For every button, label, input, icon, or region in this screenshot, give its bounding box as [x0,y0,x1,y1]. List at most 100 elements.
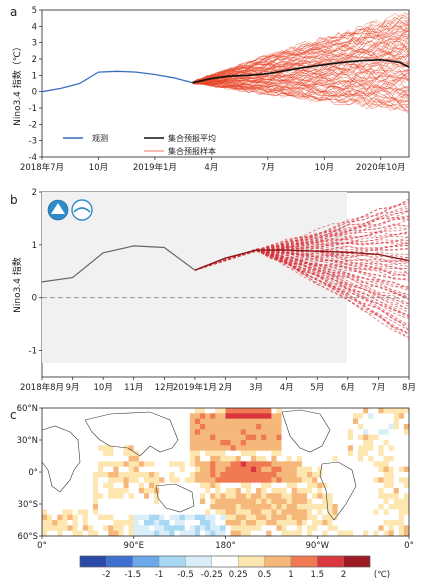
map-cell [133,488,140,494]
map-cell [281,525,287,531]
map-cell [276,530,282,537]
map-cell [388,445,395,451]
map-cell [266,418,272,425]
map-cell [108,482,114,489]
map-cell [57,514,63,521]
map-cell [62,472,68,478]
map-cell [271,530,277,537]
map-cell [47,482,53,489]
map-cell [159,450,165,457]
map-cell [98,504,104,510]
map-cell [271,509,277,515]
map-cell [138,424,145,430]
map-cell [368,418,374,425]
map-cell [205,520,211,526]
map-cell [261,429,267,435]
b-xtick-label: 11月 [124,383,143,393]
map-cell [358,413,364,419]
map-cell [159,520,165,526]
map-cell [398,525,405,531]
map-cell [332,493,338,499]
map-cell [67,418,73,425]
map-cell [113,456,119,462]
map-cell [322,413,328,419]
map-cell [108,461,114,467]
map-cell [52,461,58,467]
map-cell [271,504,277,510]
map-cell [240,520,247,526]
colorbar-label: (℃) [374,570,390,580]
map-cell [240,434,247,441]
map-cell [281,530,287,537]
map-cell [154,472,160,478]
map-cell [210,477,216,483]
map-cell [332,418,338,425]
map-cell [42,408,48,414]
colorbar-label: 2 [341,570,346,580]
map-cell [123,445,129,451]
map-cell [225,461,231,467]
map-cell [57,440,63,446]
map-cell [200,498,206,505]
map-cell [266,520,272,526]
map-cell [184,509,191,515]
map-cell [352,461,359,467]
map-cell [347,450,354,457]
map-cell [143,504,150,510]
map-cell [245,413,252,419]
map-cell [143,424,150,430]
map-cell [230,408,236,414]
map-cell [388,520,395,526]
map-cell [271,429,277,435]
map-cell [230,450,236,457]
map-cell [118,418,124,425]
map-cell [123,456,129,462]
map-cell [230,472,236,478]
legend-member-label: 集合预报样本 [168,146,216,156]
map-cell [235,520,242,526]
map-cell [332,477,338,483]
map-cell [235,493,242,499]
map-cell [403,429,410,435]
map-cell [352,530,359,537]
map-cell [92,525,99,531]
map-cell [317,440,323,446]
map-cell [205,434,211,441]
map-cell [174,456,180,462]
map-cell [225,445,231,451]
map-cell [42,514,48,521]
map-cell [154,456,160,462]
map-cell [240,413,247,419]
map-cell [296,493,303,499]
map-cell [133,498,140,505]
map-cell [256,418,262,425]
c-lat-tick-label: 0° [28,468,38,478]
map-cell [82,429,89,435]
map-cell [296,520,303,526]
map-cell [230,413,236,419]
map-cell [67,424,73,430]
map-cell [388,493,395,499]
map-cell [210,466,216,473]
map-cell [307,424,313,430]
map-cell [281,413,287,419]
map-cell [77,418,84,425]
map-cell [77,504,84,510]
map-cell [184,488,191,494]
coastline [281,409,331,453]
map-cell [169,525,175,531]
map-cell [103,466,109,473]
map-cell [388,514,395,521]
map-cell [250,482,257,489]
map-cell [301,429,308,435]
map-cell [358,493,364,499]
map-cell [138,461,145,467]
map-cell [62,418,68,425]
map-cell [62,525,68,531]
map-cell [337,429,344,435]
map-cell [87,450,94,457]
b-series-ensemble-mean [194,249,410,271]
map-cell [174,450,180,457]
map-cell [164,450,170,457]
map-cell [154,418,160,425]
